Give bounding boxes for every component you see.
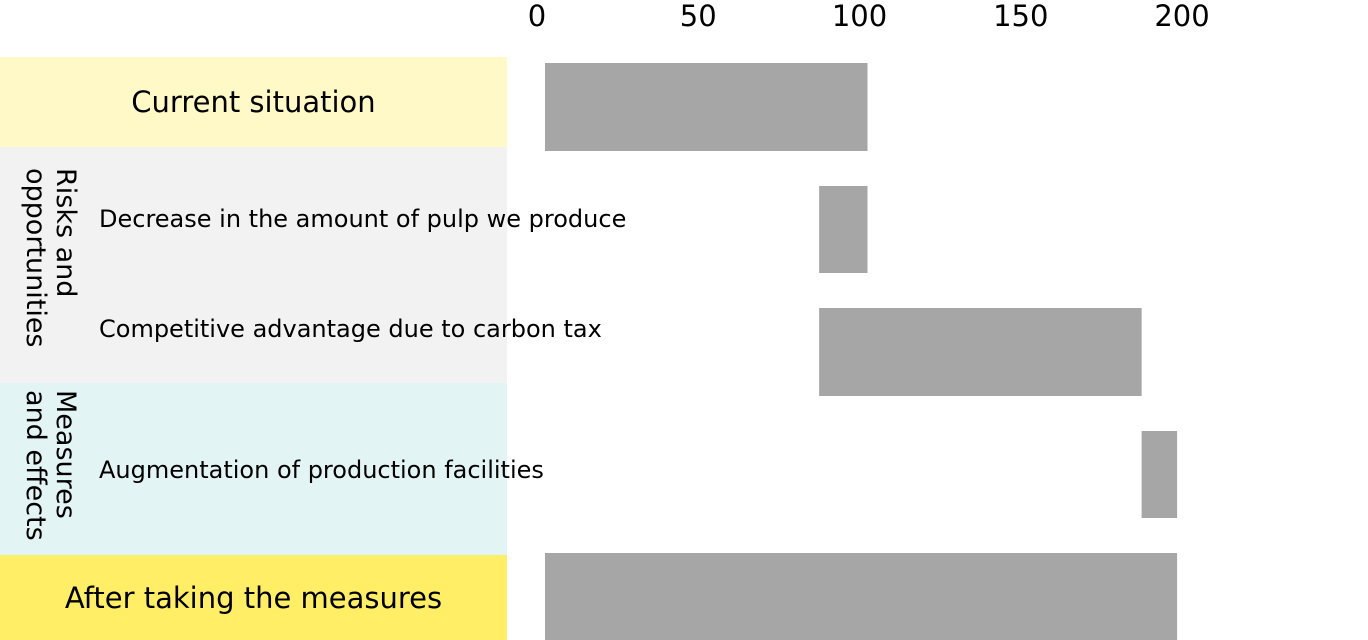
row-label-pulp-decrease: Decrease in the amount of pulp we produc… bbox=[99, 205, 627, 233]
bar-current-situation bbox=[545, 63, 868, 151]
x-tick-label-150: 150 bbox=[993, 0, 1048, 33]
bar-pulp-decrease bbox=[819, 186, 868, 273]
x-tick-label-0: 0 bbox=[528, 0, 546, 33]
bar-production-facilities bbox=[1141, 431, 1178, 518]
group-label-measures-effects: Measures and effects bbox=[20, 390, 81, 541]
bar-after-measures bbox=[545, 553, 1178, 640]
label-current-situation: Current situation bbox=[131, 85, 376, 119]
band-risks-opportunities bbox=[0, 147, 507, 383]
band-current-situation bbox=[0, 57, 507, 147]
label-after-measures: After taking the measures bbox=[64, 580, 443, 615]
x-tick-label-200: 200 bbox=[1154, 0, 1209, 33]
band-measures-effects bbox=[0, 383, 507, 555]
bar-carbon-tax bbox=[819, 308, 1142, 396]
group-label-risks-opportunities: Risks and opportunities bbox=[20, 168, 81, 348]
band-after-measures bbox=[0, 555, 507, 640]
x-tick-label-100: 100 bbox=[832, 0, 887, 33]
row-label-carbon-tax: Competitive advantage due to carbon tax bbox=[99, 315, 602, 343]
row-label-production-facilities: Augmentation of production facilities bbox=[99, 456, 544, 484]
x-tick-label-50: 50 bbox=[680, 0, 717, 33]
